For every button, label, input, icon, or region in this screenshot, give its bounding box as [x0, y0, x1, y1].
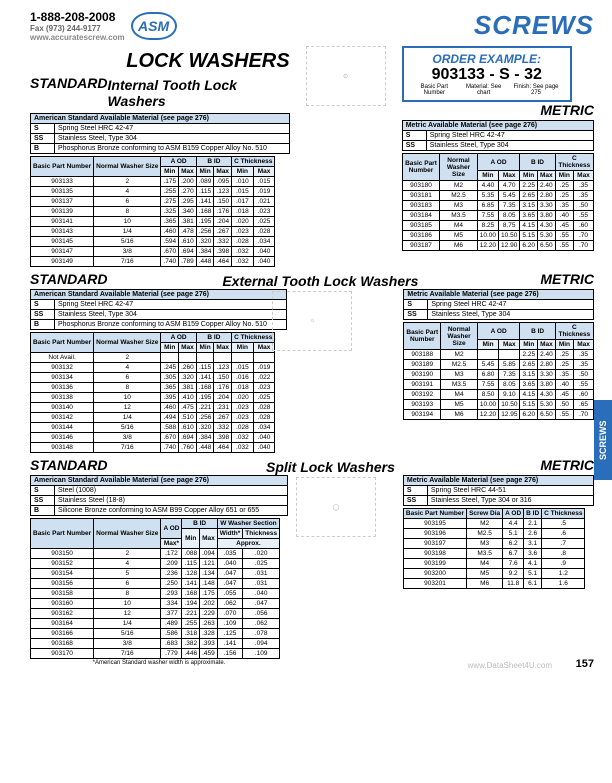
asm-logo: ASM: [131, 12, 177, 40]
metric-label-3: METRIC: [403, 457, 594, 473]
order-l1: Basic Part Number: [410, 84, 459, 96]
metric-label-1: METRIC: [402, 102, 594, 118]
subtitle-internal: Internal Tooth Lock Washers: [108, 77, 290, 109]
material-box-std-2: American Standard Available Material (se…: [30, 289, 287, 330]
phone: 1-888-208-2008: [30, 10, 125, 24]
subtitle-split: Split Lock Washers: [266, 459, 395, 475]
material-box-std-3: American Standard Available Material (se…: [30, 475, 288, 516]
page-number: 157: [576, 658, 594, 670]
table-internal-std: Basic Part NumberNormal Washer SizeA ODB…: [30, 156, 275, 267]
side-tab: SCREWS: [594, 400, 612, 480]
material-box-met-3: Metric Available Material (see page 276)…: [403, 475, 594, 506]
table-internal-met: Basic Part NumberNormal Washer SizeA ODB…: [402, 153, 594, 251]
standard-label-3: STANDARD: [30, 457, 288, 473]
screws-title: SCREWS: [474, 10, 594, 41]
table-split-met: Basic Part NumberScrew DiaA ODB IDC Thic…: [403, 508, 586, 589]
order-title: ORDER EXAMPLE:: [410, 52, 564, 66]
standard-label: STANDARD: [30, 75, 108, 111]
table-external-std: Basic Part NumberNormal Washer SizeA ODB…: [30, 332, 275, 453]
footnote: *American Standard washer width is appro…: [30, 660, 288, 666]
watermark: www.DataSheet4U.com: [468, 661, 552, 670]
diagram-internal: ⊙: [306, 46, 386, 106]
material-box-met-2: Metric Available Material (see page 276)…: [403, 289, 594, 320]
table-external-met: Basic Part NumberNormal Washer SizeA ODB…: [403, 322, 594, 420]
url: www.accuratescrew.com: [30, 33, 125, 42]
diagram-split: ◯: [296, 477, 376, 537]
table-split-std: Basic Part NumberNormal Washer SizeA ODB…: [30, 518, 280, 659]
material-box-met-1: Metric Available Material (see page 276)…: [402, 120, 594, 151]
diagram-external: ☼: [272, 291, 352, 351]
fax: Fax (973) 244-9177: [30, 24, 125, 33]
material-box-std-1: American Standard Available Material (se…: [30, 113, 290, 154]
page-title: LOCK WASHERS: [30, 50, 290, 73]
order-example: 903133 - S - 32: [410, 66, 564, 84]
order-example-box: ORDER EXAMPLE: 903133 - S - 32 Basic Par…: [402, 46, 572, 102]
order-l3: Finish: See page 275: [508, 84, 563, 96]
metric-label-2: METRIC: [403, 271, 594, 287]
order-l2: Material: See chart: [459, 84, 508, 96]
subtitle-external: External Tooth Lock Washers: [222, 273, 418, 289]
